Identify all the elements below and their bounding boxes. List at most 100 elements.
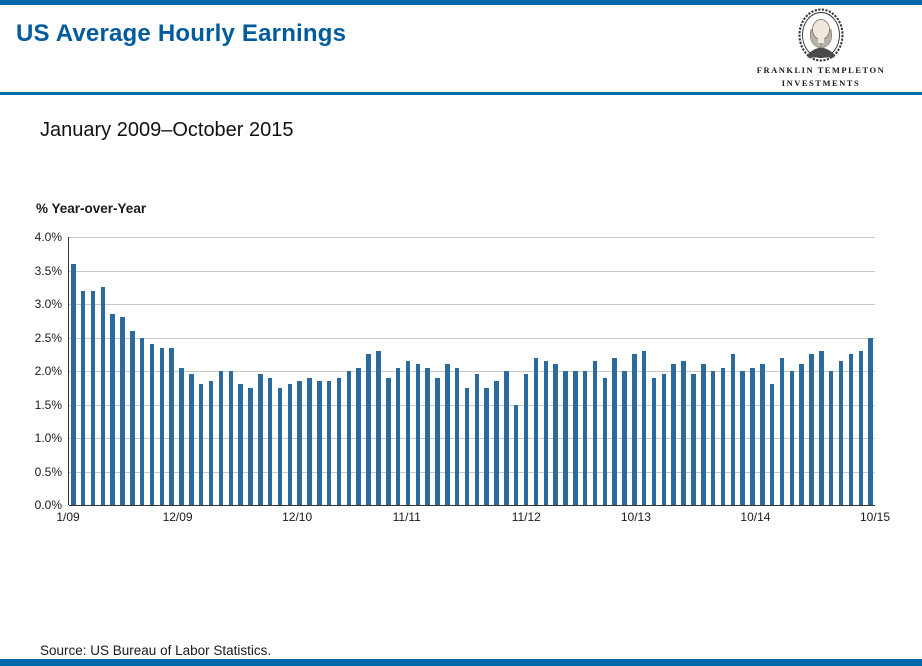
- bar-1/15: [779, 357, 785, 505]
- gridline: [69, 471, 875, 473]
- bar-5/12: [464, 387, 470, 505]
- bar-8/11: [376, 350, 381, 505]
- bar-7/09: [130, 330, 135, 505]
- bar-2/11: [317, 381, 322, 505]
- bar-10/15: [868, 337, 873, 505]
- bar-10/12: [513, 404, 519, 505]
- bar-7/12: [484, 387, 489, 505]
- header-divider-rule: [0, 92, 922, 95]
- bar-5/11: [346, 371, 352, 505]
- y-tick-label: 0.0%: [34, 498, 62, 512]
- y-tick-label: 1.0%: [34, 431, 62, 445]
- bar-1/11: [307, 377, 312, 505]
- bar-10/10: [277, 387, 283, 505]
- chart-plot-area: [68, 237, 875, 506]
- x-tick-label: 12/10: [282, 510, 313, 524]
- gridline: [69, 237, 875, 238]
- logo-text-line2: INVESTMENTS: [781, 78, 861, 89]
- bar-4/11: [336, 377, 342, 505]
- bar-1/14: [661, 374, 667, 505]
- y-axis-title: % Year-over-Year: [36, 201, 147, 216]
- bar-4/12: [454, 367, 460, 505]
- bar-3/13: [563, 371, 568, 505]
- bar-9/13: [622, 371, 627, 505]
- bar-6/10: [238, 384, 243, 505]
- x-tick-label: 10/14: [740, 510, 771, 524]
- bar-8/12: [494, 381, 499, 505]
- bar-12/10: [297, 381, 302, 505]
- gridline: [69, 371, 875, 372]
- ben-franklin-portrait-icon: [798, 8, 844, 62]
- bar-8/10: [258, 374, 263, 505]
- bar-1/10: [189, 374, 194, 505]
- bar-3/10: [208, 381, 214, 505]
- gridline: [69, 438, 875, 439]
- y-tick-label: 2.5%: [34, 330, 62, 345]
- x-axis-ticks: 1/09 12/09 12/10 11/11 11/12 10/13 10/14 10/15: [56, 510, 890, 526]
- bottom-accent-band: [0, 659, 922, 666]
- y-tick-label: 2.0%: [34, 364, 62, 378]
- gridline: [69, 270, 875, 272]
- bar-12/11: [415, 364, 421, 505]
- bar-7/11: [366, 354, 371, 505]
- bar-6/13: [592, 360, 598, 505]
- x-tick-label: 11/12: [511, 510, 541, 524]
- x-tick-label: 12/09: [162, 510, 193, 524]
- bar-3/12: [445, 364, 450, 505]
- x-axis-line: [69, 505, 875, 506]
- bar-8/13: [612, 357, 617, 505]
- top-accent-band: [0, 0, 922, 5]
- bar-9/14: [740, 371, 745, 505]
- bar-8/09: [139, 337, 145, 505]
- bar-7/14: [720, 367, 726, 505]
- franklin-templeton-logo: FRANKLIN TEMPLETON INVESTMENTS: [746, 8, 896, 90]
- bar-11/10: [287, 384, 293, 505]
- bar-6/15: [828, 371, 834, 505]
- bar-6/09: [120, 317, 125, 505]
- bar-5/14: [701, 364, 706, 505]
- bar-3/15: [799, 364, 804, 505]
- bar-4/14: [691, 374, 696, 505]
- bar-12/14: [769, 384, 775, 505]
- bar-12/09: [179, 367, 184, 505]
- bar-2/15: [789, 371, 795, 505]
- bar-4/10: [218, 371, 224, 505]
- chart-subtitle: January 2009–October 2015: [40, 119, 294, 141]
- bar-4/15: [809, 354, 814, 505]
- bars: [71, 237, 874, 505]
- y-tick-label: 4.0%: [34, 230, 62, 244]
- bar-7/13: [602, 377, 608, 505]
- bar-8/14: [730, 354, 736, 505]
- bar-11/12: [523, 374, 529, 505]
- y-tick-label: 3.5%: [34, 263, 62, 278]
- bar-10/11: [395, 367, 401, 505]
- bar-6/11: [356, 367, 361, 505]
- bar-4/13: [573, 371, 578, 505]
- bar-6/14: [710, 371, 716, 505]
- bar-2/13: [553, 364, 558, 505]
- bar-11/09: [169, 347, 174, 505]
- bar-3/11: [326, 381, 332, 505]
- gridline: [69, 404, 875, 406]
- bar-5/09: [110, 314, 115, 505]
- bar-6/12: [474, 374, 480, 505]
- bar-1/09: [71, 263, 76, 505]
- bar-10/09: [159, 347, 165, 505]
- y-tick-label: 1.5%: [34, 397, 62, 412]
- bar-5/15: [819, 350, 824, 505]
- logo-text-line1: FRANKLIN TEMPLETON: [756, 65, 886, 75]
- bar-3/09: [90, 290, 96, 505]
- bar-7/10: [248, 387, 253, 505]
- bar-1/13: [543, 360, 548, 505]
- bar-9/15: [858, 350, 863, 505]
- bar-2/09: [80, 290, 86, 505]
- gridline: [69, 304, 875, 305]
- y-tick-label: 0.5%: [34, 464, 62, 479]
- bar-2/12: [435, 377, 440, 505]
- page-title: US Average Hourly Earnings: [16, 20, 347, 47]
- y-tick-label: 3.0%: [34, 297, 62, 311]
- bar-3/14: [681, 360, 686, 505]
- bar-10/14: [750, 367, 755, 505]
- bar-9/10: [267, 377, 273, 505]
- bar-9/09: [149, 344, 155, 505]
